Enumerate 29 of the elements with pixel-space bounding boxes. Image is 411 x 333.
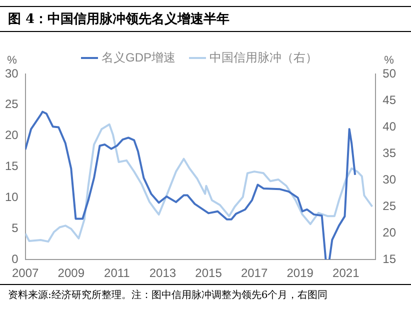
y2-tick-label: 15 [382,252,396,266]
legend-label: 中国信用脉冲（右） [210,50,318,64]
x-tick-label: 2013 [149,266,176,280]
legend-label: 名义GDP增速 [102,50,176,64]
text: 资料来源:经济研究所整理。注：图中信用脉冲调整为领先6个月，右图同 [8,288,329,303]
x-tick-label: 2015 [195,266,222,280]
y-tick-label: 25 [4,97,19,112]
y-axis-title: % [7,54,18,67]
x-tick-label: 2007 [12,266,40,280]
x-tick-label: 2011 [104,266,130,280]
x-tick-label: 2017 [240,266,268,280]
y-tick-label: 30 [4,66,19,80]
y-tick-label: 20 [4,128,19,142]
chart-title: 图 4：中国信用脉冲领先名义增速半年 [0,6,411,32]
y2-tick-label: 30 [382,172,396,186]
y2-axis-title: % [384,54,394,67]
y-tick-label: 5 [12,220,19,235]
y2-tick-label: 50 [382,66,396,80]
y2-tick-label: 20 [382,225,396,240]
y2-tick-label: 35 [382,146,396,160]
y-tick-label: 10 [4,190,19,204]
x-tick-label: 2021 [332,266,360,280]
y-tick-label: 0 [12,252,19,266]
y2-tick-label: 40 [382,119,396,134]
x-tick-label: 2009 [58,266,85,280]
y-tick-label: 15 [4,159,19,174]
y2-tick-label: 25 [382,198,396,213]
x-tick-label: 2019 [286,266,314,280]
y2-tick-label: 45 [382,92,396,107]
